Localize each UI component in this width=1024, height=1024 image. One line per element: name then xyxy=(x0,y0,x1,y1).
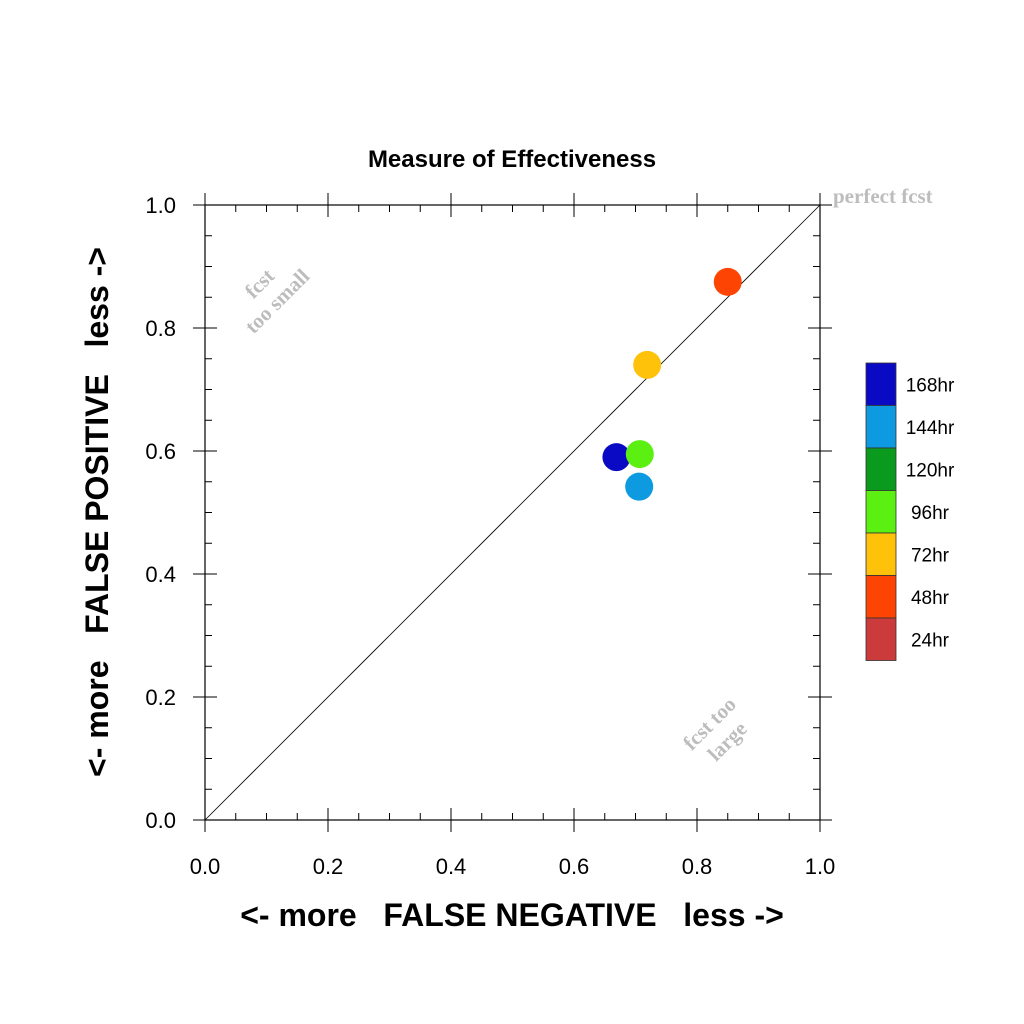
legend-label-120hr: 120hr xyxy=(906,460,955,481)
plot-area xyxy=(193,193,832,832)
legend-label-96hr: 96hr xyxy=(911,503,950,524)
point-144hr xyxy=(625,472,654,501)
perfect-forecast-note: perfect fcst xyxy=(833,184,933,208)
y-axis-label: <- more FALSE POSITIVE less -> xyxy=(79,247,115,777)
legend: 168hr 144hr 120hr 96hr 72hr 48hr 24hr xyxy=(865,362,955,661)
legend-swatch-24hr xyxy=(865,617,897,661)
legend-label-144hr: 144hr xyxy=(906,418,955,439)
x-tick-label: 0.4 xyxy=(436,854,467,879)
ticks xyxy=(193,193,832,832)
point-72hr xyxy=(633,350,662,379)
y-tick-label: 0.6 xyxy=(145,439,176,464)
x-axis-label: <- more FALSE NEGATIVE less -> xyxy=(240,897,784,933)
x-tick-label: 0.8 xyxy=(682,854,713,879)
legend-swatch-48hr xyxy=(865,575,897,619)
chart-title: Measure of Effectiveness xyxy=(368,146,656,173)
point-96hr xyxy=(625,440,654,469)
legend-label-72hr: 72hr xyxy=(911,545,950,566)
y-tick-label: 0.2 xyxy=(145,685,176,710)
x-tick-label: 0.2 xyxy=(313,854,344,879)
x-tick-labels: 0.0 0.2 0.4 0.6 0.8 1.0 xyxy=(190,854,836,879)
legend-swatch-144hr xyxy=(865,405,897,449)
y-tick-label: 0.4 xyxy=(145,562,176,587)
data-points xyxy=(602,267,742,501)
point-168hr xyxy=(602,443,631,472)
x-tick-label: 1.0 xyxy=(805,854,836,879)
legend-label-168hr: 168hr xyxy=(906,375,955,396)
too-small-note: fcst too small xyxy=(240,264,315,338)
perfect-forecast-diagonal xyxy=(204,204,821,821)
too-large-note: fcst too large xyxy=(678,692,752,766)
y-tick-labels: 0.0 0.2 0.4 0.6 0.8 1.0 xyxy=(145,193,176,833)
x-tick-label: 0.6 xyxy=(559,854,590,879)
x-tick-label: 0.0 xyxy=(190,854,221,879)
legend-swatch-72hr xyxy=(865,532,897,576)
y-tick-label: 0.0 xyxy=(145,808,176,833)
y-tick-label: 1.0 xyxy=(145,193,176,218)
legend-swatch-168hr xyxy=(865,362,897,406)
legend-label-24hr: 24hr xyxy=(911,630,950,651)
legend-swatch-120hr xyxy=(865,447,897,491)
legend-swatch-96hr xyxy=(865,490,897,534)
point-48hr xyxy=(713,267,742,296)
y-tick-label: 0.8 xyxy=(145,316,176,341)
legend-label-48hr: 48hr xyxy=(911,588,950,609)
